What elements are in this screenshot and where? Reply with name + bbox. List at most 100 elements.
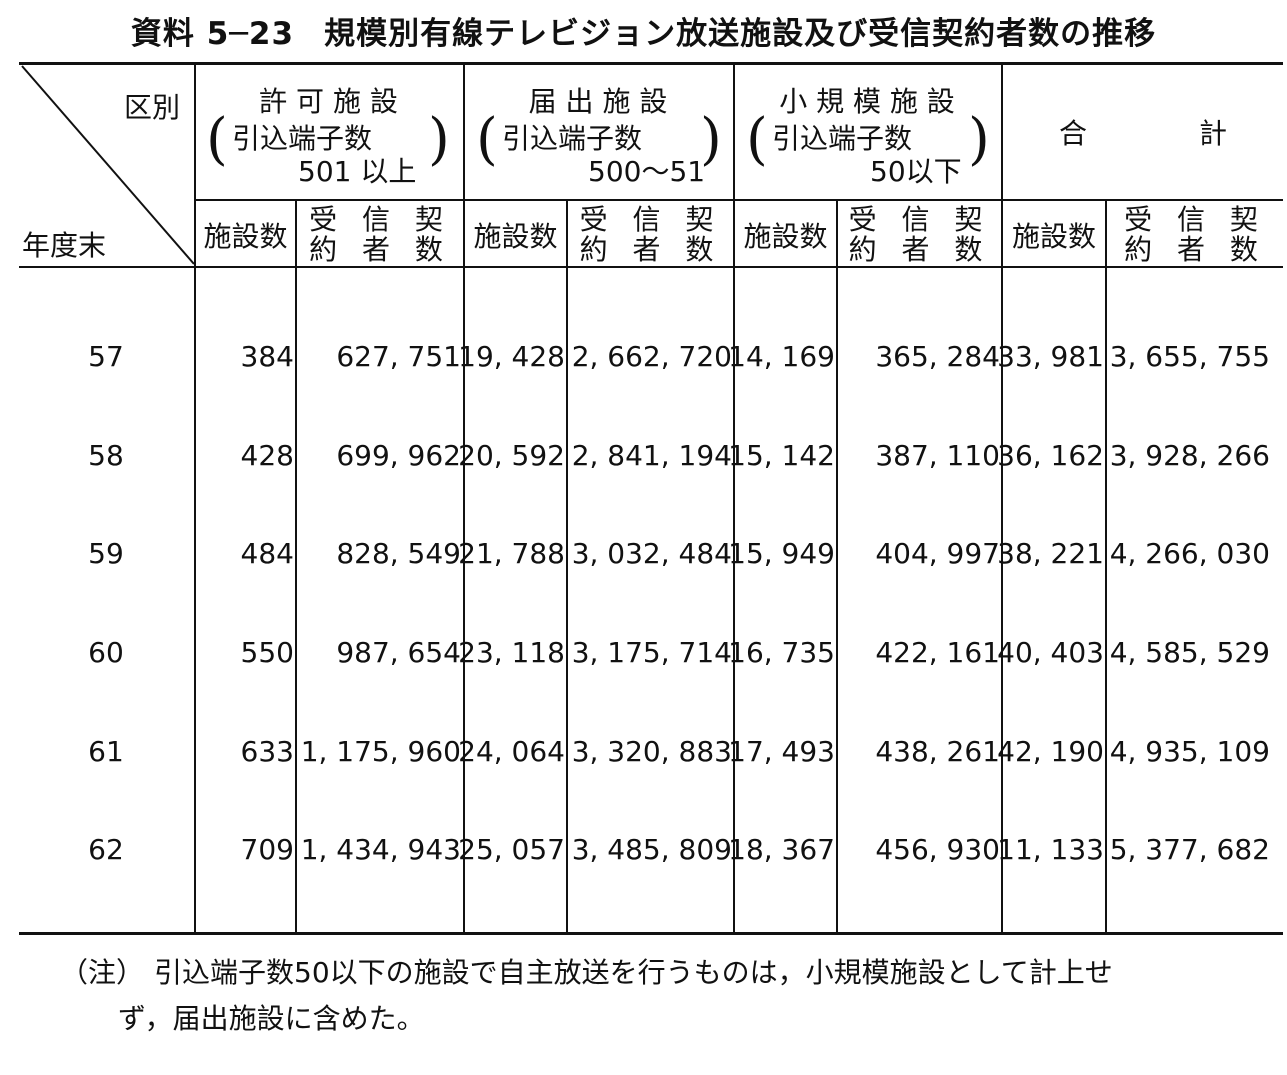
paren-open: ( bbox=[206, 107, 228, 172]
cell-value: 33, 981 bbox=[997, 340, 1104, 373]
note-text-line1: 引込端子数50以下の施設で自主放送を行うものは，小規模施設として計上せ bbox=[154, 956, 1113, 989]
cell-value: 438, 261 bbox=[875, 735, 1000, 768]
col-divider bbox=[1105, 268, 1107, 932]
cell-value: 15, 142 bbox=[728, 439, 835, 472]
cell-value: 456, 930 bbox=[875, 833, 1000, 866]
group-header-kyoka: 許 可 施 設 bbox=[196, 86, 461, 117]
subheader-subscribers: 受 信 契 約 者 数 bbox=[568, 205, 733, 265]
group-header-todokede: 届 出 施 設 bbox=[465, 86, 731, 117]
cell-value: 18, 367 bbox=[728, 833, 835, 866]
cell-value: 16, 735 bbox=[728, 636, 835, 669]
col-divider bbox=[836, 268, 838, 932]
paren-open: ( bbox=[746, 107, 768, 172]
paren-close: ) bbox=[968, 107, 990, 172]
col-divider bbox=[1001, 64, 1003, 268]
cell-value: 42, 190 bbox=[997, 735, 1104, 768]
col-divider bbox=[1105, 200, 1107, 268]
subheader-facilities: 施設数 bbox=[203, 220, 288, 253]
table-header-rule bbox=[19, 266, 1283, 268]
col-divider bbox=[463, 268, 465, 932]
cell-year: 62 bbox=[88, 833, 124, 866]
col-divider bbox=[194, 64, 196, 268]
subheader-line: 約 者 数 bbox=[848, 233, 991, 266]
cell-value: 987, 654 bbox=[336, 636, 461, 669]
cell-value: 3, 032, 484 bbox=[571, 537, 732, 570]
group-header-shokibo: 小 規 模 施 設 bbox=[735, 86, 999, 117]
group-header-rule bbox=[194, 199, 1283, 201]
cell-value: 699, 962 bbox=[336, 439, 461, 472]
table-bottom-rule bbox=[19, 932, 1283, 935]
col-divider bbox=[566, 268, 568, 932]
col-divider bbox=[733, 64, 735, 268]
col-divider bbox=[295, 200, 297, 268]
subheader-subscribers: 受 信 契 約 者 数 bbox=[838, 205, 1001, 265]
subheader-line: 受 信 契 bbox=[1124, 203, 1266, 236]
subheader-line: 受 信 契 bbox=[579, 203, 722, 236]
cell-value: 384 bbox=[240, 340, 294, 373]
subheader-facilities: 施設数 bbox=[743, 220, 828, 253]
cell-value: 4, 585, 529 bbox=[1109, 636, 1270, 669]
group-sub-line: 500〜51 bbox=[588, 155, 706, 188]
cell-year: 60 bbox=[88, 636, 124, 669]
subheader-line: 受 信 契 bbox=[309, 203, 451, 236]
table-top-rule bbox=[19, 62, 1283, 65]
cell-value: 15, 949 bbox=[728, 537, 835, 570]
subheader-line: 約 者 数 bbox=[1124, 233, 1266, 266]
cell-value: 3, 175, 714 bbox=[571, 636, 732, 669]
note-text-line2: ず，届出施設に含めた。 bbox=[118, 1002, 425, 1035]
cell-value: 3, 928, 266 bbox=[1109, 439, 1270, 472]
group-name: 届 出 施 設 bbox=[528, 85, 668, 118]
col-divider bbox=[463, 64, 465, 268]
group-name: 許 可 施 設 bbox=[259, 85, 398, 118]
cell-value: 38, 221 bbox=[997, 537, 1104, 570]
subheader-line: 受 信 契 bbox=[848, 203, 991, 236]
subheader-line: 約 者 数 bbox=[309, 233, 451, 266]
cell-value: 4, 266, 030 bbox=[1109, 537, 1270, 570]
cell-value: 5, 377, 682 bbox=[1109, 833, 1270, 866]
group-name: 小 規 模 施 設 bbox=[779, 85, 955, 118]
cell-value: 2, 841, 194 bbox=[571, 439, 732, 472]
cell-value: 40, 403 bbox=[997, 636, 1104, 669]
cell-year: 57 bbox=[88, 340, 124, 373]
title-number: 資料 5─23 bbox=[130, 16, 295, 52]
cell-value: 19, 428 bbox=[458, 340, 565, 373]
col-divider bbox=[295, 268, 297, 932]
paren-close: ) bbox=[700, 107, 722, 172]
subheader-line: 約 者 数 bbox=[579, 233, 722, 266]
group-sub-line: 引込端子数 bbox=[502, 122, 643, 155]
header-nendo: 年度末 bbox=[22, 229, 107, 262]
col-divider bbox=[836, 200, 838, 268]
cell-value: 11, 133 bbox=[997, 833, 1104, 866]
cell-value: 1, 175, 960 bbox=[300, 735, 461, 768]
group-sub-line: 引込端子数 bbox=[772, 122, 913, 155]
cell-value: 3, 655, 755 bbox=[1109, 340, 1270, 373]
cell-value: 21, 788 bbox=[458, 537, 565, 570]
cell-value: 1, 434, 943 bbox=[300, 833, 461, 866]
paren-close: ) bbox=[428, 107, 450, 172]
cell-value: 633 bbox=[240, 735, 294, 768]
cell-value: 828, 549 bbox=[336, 537, 461, 570]
cell-value: 17, 493 bbox=[728, 735, 835, 768]
cell-value: 20, 592 bbox=[458, 439, 565, 472]
note-label: （注） bbox=[60, 956, 145, 989]
cell-value: 14, 169 bbox=[728, 340, 835, 373]
cell-year: 61 bbox=[88, 735, 124, 768]
cell-value: 404, 997 bbox=[875, 537, 1000, 570]
subheader-subscribers: 受 信 契 約 者 数 bbox=[1107, 205, 1283, 265]
group-sub-line: 501 以上 bbox=[298, 155, 417, 188]
cell-value: 23, 118 bbox=[458, 636, 565, 669]
col-divider bbox=[566, 200, 568, 268]
cell-year: 59 bbox=[88, 537, 124, 570]
cell-value: 484 bbox=[240, 537, 294, 570]
cell-value: 3, 320, 883 bbox=[571, 735, 732, 768]
col-divider bbox=[733, 268, 735, 932]
col-divider bbox=[194, 268, 196, 932]
header-kubetsu: 区別 bbox=[124, 91, 181, 124]
subheader-subscribers: 受 信 契 約 者 数 bbox=[297, 205, 463, 265]
document-title: 資料 5─23 規模別有線テレビジョン放送施設及び受信契約者数の推移 bbox=[0, 8, 1287, 53]
cell-value: 365, 284 bbox=[875, 340, 1000, 373]
cell-value: 3, 485, 809 bbox=[571, 833, 732, 866]
cell-value: 25, 057 bbox=[458, 833, 565, 866]
col-divider bbox=[1001, 268, 1003, 932]
paren-open: ( bbox=[476, 107, 498, 172]
